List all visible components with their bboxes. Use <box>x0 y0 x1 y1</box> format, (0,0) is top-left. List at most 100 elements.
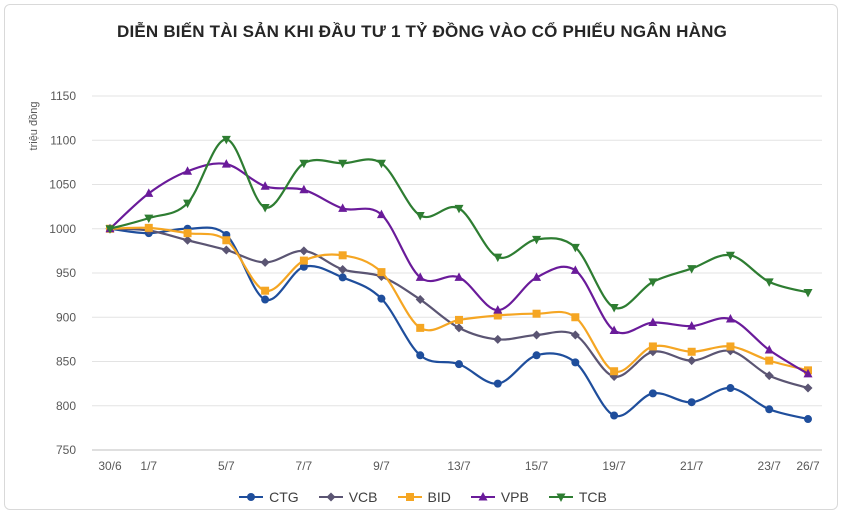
data-point-tcb <box>532 235 542 245</box>
data-point-bid <box>726 342 735 351</box>
data-point-ctg <box>765 405 774 414</box>
data-point-vcb <box>803 383 813 393</box>
data-point-bid <box>610 367 619 376</box>
y-tick-label: 950 <box>56 266 76 280</box>
data-point-bid <box>183 229 192 238</box>
data-point-vcb <box>299 246 309 256</box>
series-ctg <box>106 224 812 424</box>
data-point-tcb <box>454 204 464 214</box>
data-point-tcb <box>687 265 697 274</box>
data-point-vpb <box>454 272 464 281</box>
data-point-tcb <box>493 253 503 263</box>
x-tick-label: 30/6 <box>98 459 122 473</box>
legend-marker-ctg <box>247 493 256 501</box>
data-point-vpb <box>299 184 309 194</box>
data-point-vpb <box>725 314 735 323</box>
legend-item-vcb: VCB <box>317 489 378 505</box>
data-point-bid <box>765 356 774 365</box>
data-point-ctg <box>571 358 580 367</box>
y-tick-label: 850 <box>56 355 76 369</box>
series-vpb <box>105 159 813 378</box>
data-point-ctg <box>261 295 270 304</box>
data-point-bid <box>532 309 541 318</box>
data-point-ctg <box>687 398 696 407</box>
data-point-vpb <box>376 209 386 219</box>
x-tick-label: 23/7 <box>758 459 782 473</box>
data-point-tcb <box>415 211 425 221</box>
legend: CTG VCB BID VPB TCB <box>0 489 844 505</box>
legend-item-bid: BID <box>396 489 451 505</box>
legend-marker-bid <box>405 493 414 501</box>
data-point-ctg <box>804 415 812 424</box>
y-tick-label: 1150 <box>50 89 76 103</box>
legend-swatch-ctg <box>239 493 264 501</box>
legend-label: VCB <box>348 489 378 505</box>
series-lines <box>105 135 813 424</box>
data-point-ctg <box>455 360 463 369</box>
data-point-bid <box>571 313 580 322</box>
data-point-bid <box>687 347 696 356</box>
legend-label: CTG <box>269 489 299 505</box>
data-point-ctg <box>377 294 386 303</box>
x-tick-label: 21/7 <box>680 459 704 473</box>
data-point-vpb <box>532 272 542 281</box>
data-point-bid <box>493 311 502 320</box>
data-point-tcb <box>725 251 735 261</box>
data-point-tcb <box>648 278 658 287</box>
data-point-bid <box>144 223 153 232</box>
legend-item-tcb: TCB <box>547 489 607 505</box>
data-point-ctg <box>648 389 657 398</box>
x-tick-label: 19/7 <box>602 459 626 473</box>
legend-marker-vcb <box>326 492 336 502</box>
legend-swatch-vpb <box>470 492 495 501</box>
legend-label: VPB <box>500 489 529 505</box>
data-point-bid <box>338 251 347 260</box>
data-point-tcb <box>338 159 348 169</box>
data-point-tcb <box>183 199 193 209</box>
data-point-bid <box>648 342 657 351</box>
series-line-bid <box>109 226 809 373</box>
data-point-vpb <box>183 166 193 175</box>
y-tick-label: 1000 <box>49 222 76 236</box>
data-point-tcb <box>376 159 386 169</box>
data-point-vcb <box>221 245 231 255</box>
x-tick-label: 7/7 <box>296 459 313 473</box>
y-axis-label: triệu đồng <box>28 102 40 151</box>
data-point-tcb <box>299 159 309 169</box>
legend-marker-tcb <box>556 493 566 502</box>
data-point-vcb <box>415 295 425 305</box>
data-point-vpb <box>803 368 813 378</box>
x-tick-label: 13/7 <box>447 459 471 473</box>
data-point-vpb <box>338 203 348 212</box>
data-point-bid <box>261 286 270 295</box>
data-point-vpb <box>415 272 425 281</box>
y-tick-label: 750 <box>56 443 76 457</box>
y-tick-label: 900 <box>56 310 76 324</box>
x-tick-label: 9/7 <box>373 459 390 473</box>
x-tick-label: 26/7 <box>796 459 820 473</box>
data-point-tcb <box>105 225 115 234</box>
data-point-vpb <box>609 325 619 335</box>
data-point-vpb <box>764 344 774 354</box>
data-point-vpb <box>648 317 658 327</box>
legend-item-vpb: VPB <box>469 489 529 505</box>
series-tcb <box>105 135 813 313</box>
x-tick-label: 5/7 <box>218 459 235 473</box>
data-point-bid <box>377 268 386 277</box>
data-point-vcb <box>493 334 503 344</box>
data-point-tcb <box>144 214 154 224</box>
data-point-vpb <box>493 305 503 314</box>
data-point-tcb <box>260 204 270 213</box>
gridlines <box>92 95 822 451</box>
legend-swatch-vcb <box>318 492 343 502</box>
data-point-vcb <box>338 264 348 274</box>
data-point-tcb <box>570 243 580 253</box>
data-point-ctg <box>726 384 735 393</box>
legend-label: TCB <box>578 489 607 505</box>
data-point-tcb <box>609 304 619 313</box>
data-point-ctg <box>416 351 425 360</box>
data-point-vcb <box>532 330 542 340</box>
y-axis-ticks: 750 800 850 900 950 1000 1050 1100 1150 <box>49 89 76 457</box>
data-point-vpb <box>570 265 580 274</box>
